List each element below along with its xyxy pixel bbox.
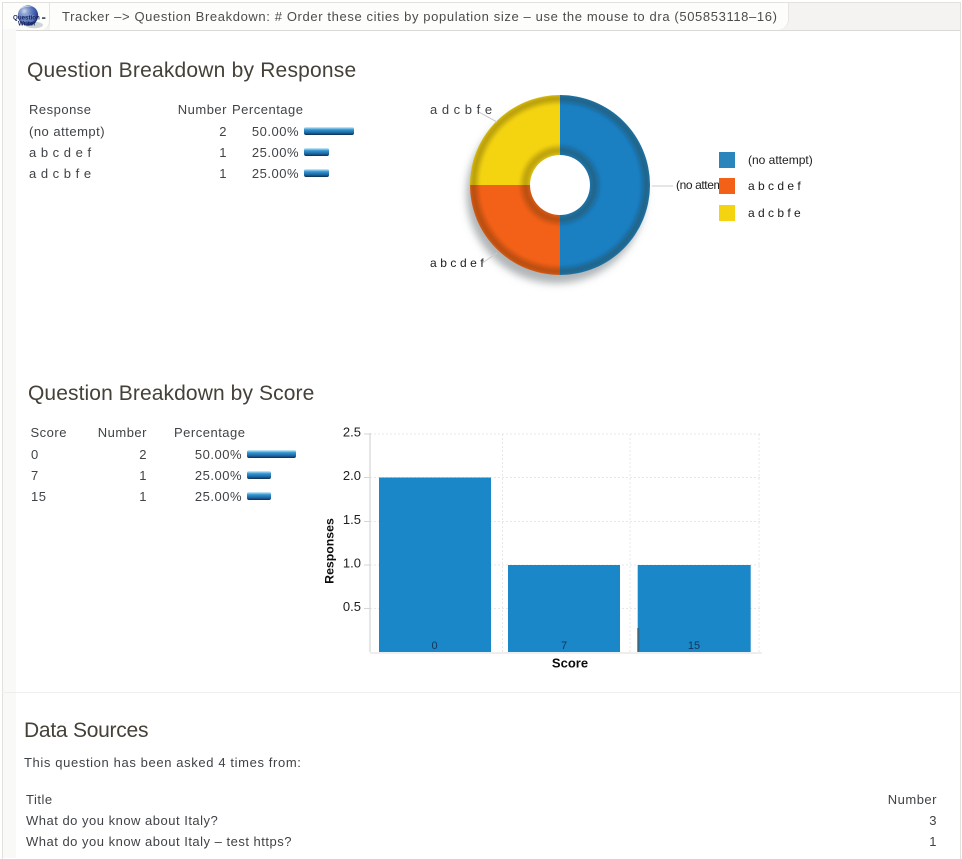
svg-text:Question: Question bbox=[13, 15, 40, 22]
svg-text:1.0: 1.0 bbox=[343, 556, 361, 571]
svg-text:Writer: Writer bbox=[18, 21, 36, 28]
svg-text:0.5: 0.5 bbox=[343, 599, 361, 614]
svg-text:0: 0 bbox=[431, 640, 437, 652]
svg-text:15: 15 bbox=[688, 640, 700, 652]
svg-text:2.5: 2.5 bbox=[343, 425, 361, 440]
svg-text:Score: Score bbox=[552, 656, 588, 671]
svg-text:Responses: Responses bbox=[323, 518, 337, 584]
svg-text:2.0: 2.0 bbox=[343, 468, 361, 483]
svg-text:7: 7 bbox=[561, 640, 567, 652]
svg-text:1.5: 1.5 bbox=[343, 512, 361, 527]
